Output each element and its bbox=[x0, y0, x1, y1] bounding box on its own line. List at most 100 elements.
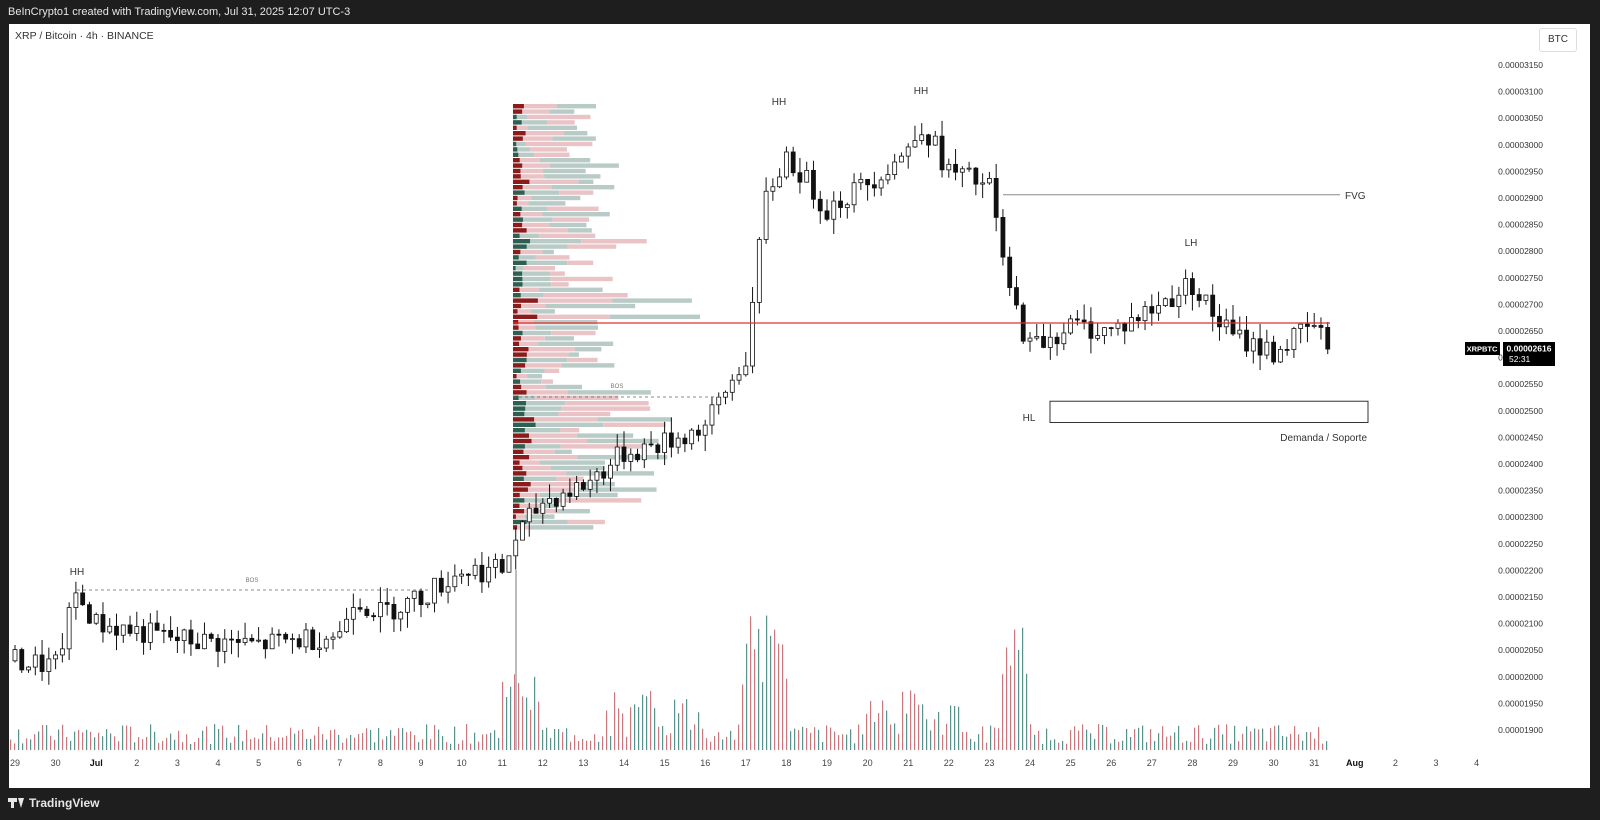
volume-bar bbox=[302, 729, 304, 750]
volume-bar bbox=[1198, 725, 1200, 750]
y-tick-label: 0.00003050 bbox=[1498, 113, 1543, 123]
volume-profile-bar bbox=[558, 411, 611, 417]
volume-profile-bar bbox=[554, 449, 572, 454]
volume-profile-bar bbox=[513, 287, 539, 292]
volume-profile-bar bbox=[535, 395, 619, 400]
candle-body bbox=[438, 577, 444, 593]
candle-body bbox=[1047, 336, 1053, 348]
volume-profile-core bbox=[513, 352, 527, 357]
volume-profile-bar bbox=[574, 347, 602, 352]
volume-profile-core bbox=[513, 503, 520, 508]
volume-profile-core bbox=[513, 228, 527, 233]
candle-body bbox=[1190, 278, 1195, 296]
volume-bar bbox=[1186, 740, 1188, 750]
volume-bar bbox=[946, 723, 948, 750]
volume-profile-bar bbox=[603, 422, 666, 427]
volume-profile-bar bbox=[538, 503, 559, 508]
candle-body bbox=[756, 239, 762, 303]
volume-profile-bar bbox=[513, 336, 545, 341]
candle-body bbox=[1074, 318, 1080, 321]
volume-profile-bar bbox=[513, 503, 539, 508]
volume-profile-bar bbox=[551, 185, 615, 190]
volume-bar bbox=[682, 703, 684, 750]
volume-bar bbox=[570, 741, 572, 750]
volume-bar bbox=[106, 729, 108, 750]
x-tick-label: 30 bbox=[51, 758, 61, 768]
volume-bar bbox=[810, 732, 812, 750]
candle-body bbox=[844, 204, 850, 208]
candle-body bbox=[161, 629, 167, 632]
candle-body bbox=[1183, 278, 1189, 296]
volume-bar bbox=[1166, 736, 1168, 750]
volume-bar bbox=[166, 737, 168, 750]
volume-profile-bar bbox=[513, 255, 536, 260]
volume-profile-bar bbox=[513, 152, 535, 157]
candle-body bbox=[614, 446, 620, 466]
volume-bar bbox=[186, 734, 188, 750]
volume-profile-core bbox=[513, 303, 522, 309]
volume-profile-bar bbox=[537, 341, 614, 346]
volume-profile-core bbox=[513, 233, 520, 238]
volume-bar bbox=[1114, 739, 1116, 750]
volume-bar bbox=[22, 743, 24, 750]
volume-bar bbox=[102, 736, 104, 750]
currency-button[interactable]: BTC bbox=[1539, 28, 1577, 52]
volume-profile-core bbox=[513, 433, 529, 438]
volume-bar bbox=[138, 737, 140, 750]
volume-bar bbox=[614, 692, 616, 750]
volume-profile-core bbox=[513, 347, 529, 352]
volume-bar bbox=[50, 735, 52, 750]
volume-bar bbox=[54, 739, 56, 750]
candle-body bbox=[858, 178, 864, 184]
volume-bar bbox=[654, 708, 656, 750]
tradingview-logo[interactable]: TradingView bbox=[8, 796, 99, 810]
volume-bar bbox=[86, 729, 88, 750]
y-tick-label: 0.00001900 bbox=[1498, 725, 1543, 735]
candle-body bbox=[141, 626, 146, 643]
symbol-label[interactable]: XRP / Bitcoin · 4h · BINANCE bbox=[15, 30, 154, 42]
candle-body bbox=[932, 135, 938, 146]
last-price-value: 0.00002616 bbox=[1507, 344, 1552, 354]
volume-profile-bar bbox=[513, 384, 546, 390]
chart-area[interactable]: 0.00003150 0.00003100 0.00003050 0.00003000… bbox=[9, 24, 1590, 788]
volume-bar bbox=[458, 743, 460, 750]
volume-bar bbox=[1174, 732, 1176, 750]
header-text: BeInCrypto1 created with TradingView.com… bbox=[8, 6, 351, 18]
volume-bar bbox=[1182, 742, 1184, 750]
volume-bar bbox=[470, 743, 472, 750]
volume-profile-core bbox=[513, 212, 521, 217]
volume-bar bbox=[702, 728, 704, 750]
candle-body bbox=[1176, 294, 1182, 308]
candle-body bbox=[702, 424, 708, 436]
candle-body bbox=[134, 626, 140, 634]
volume-bar bbox=[918, 704, 920, 750]
price-chart[interactable]: 0.00003150 0.00003100 0.00003050 0.00003000… bbox=[9, 24, 1590, 788]
volume-bar bbox=[498, 737, 500, 750]
volume-profile-core bbox=[513, 309, 518, 314]
volume-profile-bar bbox=[545, 303, 636, 309]
volume-bar bbox=[1310, 732, 1312, 750]
volume-profile-bar bbox=[550, 276, 613, 282]
volume-bar bbox=[430, 739, 432, 750]
candle-body bbox=[553, 497, 559, 507]
volume-bar bbox=[510, 686, 512, 750]
volume-bar bbox=[114, 736, 116, 750]
volume-profile-bar bbox=[547, 206, 599, 211]
candle-body bbox=[303, 629, 309, 648]
x-tick-label: 7 bbox=[337, 758, 342, 768]
volume-profile-bar bbox=[531, 195, 581, 201]
candle-body bbox=[1122, 322, 1128, 332]
volume-profile-bar bbox=[531, 309, 555, 314]
volume-profile-bar bbox=[513, 298, 613, 303]
candle-body bbox=[533, 507, 539, 514]
x-tick-label: 3 bbox=[1433, 758, 1438, 768]
volume-bar bbox=[342, 742, 344, 750]
x-tick-label: 29 bbox=[10, 758, 20, 768]
volume-profile-bar bbox=[561, 406, 651, 411]
hl-label: HL bbox=[1023, 413, 1036, 424]
candle-body bbox=[966, 167, 972, 170]
volume-profile-bar bbox=[513, 395, 536, 400]
volume-bar bbox=[786, 678, 788, 750]
volume-profile-core bbox=[513, 125, 517, 130]
volume-profile-core bbox=[513, 282, 523, 287]
